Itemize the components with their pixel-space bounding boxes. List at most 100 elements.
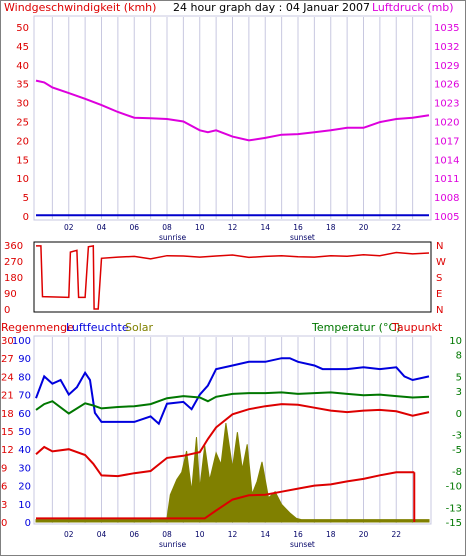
rain-tick-label: 27	[1, 354, 14, 365]
rain-tick-label: 15	[1, 427, 14, 438]
temperature-tick-label: -15	[446, 518, 462, 529]
top-x-tick-label: 08	[162, 223, 172, 232]
rain-tick-label: 30	[1, 336, 14, 347]
top-right-tick-label: 1023	[434, 99, 459, 110]
direction-degree-label: 180	[4, 273, 23, 284]
direction-labels: 360 N 270 W 180 S 90 E 0 N	[4, 241, 446, 316]
temperature-tick-label: -10	[446, 482, 462, 493]
top-right-tick-label: 1008	[434, 193, 459, 204]
top-x-tick-label: 12	[228, 223, 238, 232]
humidity-tick-label: 30	[18, 463, 31, 474]
rain-tick-label: 24	[1, 372, 14, 383]
bottom-x-tick-label: 20	[359, 530, 369, 539]
humidity-tick-label: 70	[18, 391, 31, 402]
temperature-tick-label: -8	[452, 467, 462, 478]
rain-tick-label: 3	[1, 500, 7, 511]
top-right-tick-label: 1029	[434, 61, 459, 72]
humidity-tick-label: 80	[18, 372, 31, 383]
top-x-tick-label: 06	[129, 223, 139, 232]
bottom-sunrise-label: sunrise	[159, 540, 186, 549]
direction-degree-label: 90	[4, 289, 17, 300]
bottom-x-tick-label: 12	[228, 530, 238, 539]
temperature-line	[35, 391, 430, 415]
bottom-x-tick-label: 10	[195, 530, 205, 539]
top-left-tick-label: 35	[16, 80, 29, 91]
top-left-tick-label: 0	[23, 212, 29, 223]
top-right-tick-label: 1005	[434, 212, 459, 223]
top-right-tick-label: 1017	[434, 136, 459, 147]
direction-compass-label: E	[436, 289, 442, 300]
temperature-tick-label: 5	[456, 372, 462, 383]
rain-tick-label: 0	[1, 518, 7, 529]
solar-area	[35, 423, 430, 523]
top-x-tick-label: 16	[293, 223, 303, 232]
temperature-tick-label: -5	[452, 445, 462, 456]
humidity-tick-label: 100	[12, 336, 31, 347]
top-right-tick-label: 1020	[434, 118, 459, 129]
top-series	[35, 79, 430, 217]
humidity-tick-label: 40	[18, 445, 31, 456]
temperature-tick-label: -3	[452, 431, 462, 442]
humidity-tick-label: 60	[18, 409, 31, 420]
dewpoint-axis-label: Taupunkt	[391, 321, 443, 334]
bottom-x-tick-label: 14	[260, 530, 270, 539]
top-left-tick-label: 45	[16, 42, 29, 53]
rain-tick-label: 6	[1, 482, 7, 493]
bottom-sunset-label: sunset	[290, 540, 315, 549]
rain-tick-label: 12	[1, 445, 14, 456]
temperature-tick-label: -13	[446, 503, 462, 514]
bottom-x-tick-label: 16	[293, 530, 303, 539]
temperature-tick-label: 0	[456, 409, 462, 420]
humidity-tick-label: 50	[18, 427, 31, 438]
rain-tick-label: 18	[1, 409, 14, 420]
rain-line	[36, 471, 415, 520]
chart-title: 24 hour graph day : 04 Januar 2007	[173, 1, 370, 14]
rain-tick-label: 9	[1, 463, 7, 474]
top-right-tick-label: 1026	[434, 80, 459, 91]
top-x-ticks: 02 04 06 08 10 12 14 16 18 20 22	[64, 223, 401, 232]
humidity-line	[35, 357, 430, 426]
top-left-tick-label: 5	[23, 193, 29, 204]
wind-axis-label: Windgeschwindigkeit (kmh)	[4, 1, 156, 14]
rain-tick-label: 21	[1, 391, 14, 402]
direction-series	[36, 245, 430, 310]
direction-compass-label: N	[436, 241, 443, 252]
top-x-tick-label: 20	[359, 223, 369, 232]
humidity-tick-label: 20	[18, 482, 31, 493]
humidity-tick-label: 0	[25, 518, 31, 529]
top-left-tick-label: 25	[16, 118, 29, 129]
top-left-tick-label: 50	[16, 23, 29, 34]
solar-axis-label: Solar	[125, 321, 154, 334]
top-x-tick-label: 18	[326, 223, 336, 232]
pressure-line	[35, 79, 430, 142]
top-left-tick-label: 30	[16, 99, 29, 110]
direction-compass-label: W	[436, 257, 446, 268]
direction-degree-label: 360	[4, 241, 23, 252]
top-right-tick-label: 1035	[434, 23, 459, 34]
top-right-tick-label: 1014	[434, 155, 459, 166]
direction-compass-label: S	[436, 273, 442, 284]
top-x-tick-label: 22	[391, 223, 401, 232]
bottom-x-tick-label: 02	[64, 530, 74, 539]
top-left-tick-label: 15	[16, 155, 29, 166]
top-right-tick-label: 1011	[434, 174, 459, 185]
temperature-axis-label: Temperatur (°C)	[311, 321, 400, 334]
bottom-x-tick-label: 22	[391, 530, 401, 539]
humidity-tick-label: 10	[18, 500, 31, 511]
bottom-right-ticks: -15 -13 -10 -8 -5 -3 0 3 5 8 10	[446, 336, 462, 529]
dewpoint-line	[35, 403, 430, 478]
top-sunset-label: sunset	[290, 233, 315, 242]
top-grid	[51, 17, 414, 219]
bottom-x-tick-label: 06	[129, 530, 139, 539]
bottom-x-ticks: 02 04 06 08 10 12 14 16 18 20 22	[64, 530, 401, 539]
bottom-x-tick-label: 08	[162, 530, 172, 539]
temperature-tick-label: 10	[449, 336, 462, 347]
direction-degree-label: 0	[4, 305, 10, 316]
top-x-tick-label: 14	[260, 223, 270, 232]
wind-direction-line	[36, 245, 430, 310]
direction-degree-label: 270	[4, 257, 23, 268]
bottom-x-tick-label: 18	[326, 530, 336, 539]
